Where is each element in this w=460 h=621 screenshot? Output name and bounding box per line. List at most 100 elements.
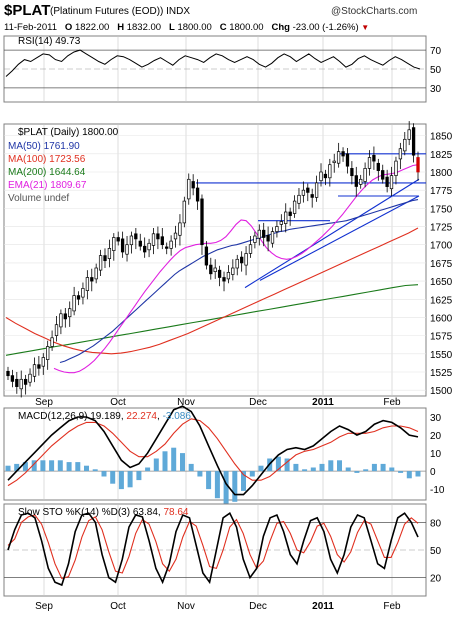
bottom-x-axis-label: Dec [249,601,267,612]
stoch-legend: Slow STO %K(14) %D(3) 63.84, 78.64 [18,507,189,518]
macd-histogram-bar [180,453,185,472]
candle-body [165,246,169,249]
candle-body [90,277,94,282]
candle-body [19,378,23,390]
legend-ema21: EMA(21) 1809.67 [8,180,86,191]
macd-histogram-bar [415,471,421,477]
candle-body [28,373,32,383]
candle-body [217,269,222,278]
macd-histogram-bar [249,471,255,477]
macd-hist-value: -3.086 [162,411,191,422]
candle-body [226,272,231,280]
macd-histogram-bar [92,469,98,472]
macd-histogram-bar [232,471,238,502]
candle-body [398,148,403,160]
candle-body [266,234,270,242]
price-x-axis-label: Feb [383,397,401,408]
candle-body [345,153,350,167]
candle-body [204,246,209,266]
candle-body [411,127,416,156]
macd-histogram-bar [136,471,142,481]
candle-body [284,211,288,224]
price-tick-label: 1575 [430,332,453,343]
candle-body [270,231,275,244]
candle-body [85,277,90,291]
candle-body [147,242,151,251]
macd-histogram-bar [31,460,37,472]
candle-body [32,364,37,377]
macd-histogram-bar [127,471,133,488]
candle-body [191,181,195,189]
macd-histogram-bar [310,467,316,472]
macd-tick-label: 0 [430,467,436,478]
macd-histogram-bar [214,471,220,499]
price-x-axis-label: 2011 [312,397,334,408]
candle-body [72,295,76,312]
macd-histogram-bar [319,463,325,472]
macd-histogram-bar [101,471,107,477]
price-tick-label: 1550 [430,350,453,361]
stoch-tick-label: 50 [430,546,442,557]
price-tick-label: 1650 [430,277,453,288]
candle-body [173,232,178,240]
stoch-legend-name: Slow STO %K(14) %D(3) [18,507,131,518]
chart-description: (Platinum Futures (EOD)) INDX [50,6,190,17]
candle-body [151,233,156,246]
candle-body [235,258,239,269]
stoch-d-value: 78.64 [163,507,189,518]
macd-histogram-bar [363,469,369,472]
candle-body [59,313,63,328]
candle-body [292,200,297,214]
candle-body [222,277,226,282]
price-tick-label: 1750 [430,204,453,215]
candle-body [134,233,138,240]
macd-histogram-bar [75,462,81,472]
macd-histogram-bar [293,463,299,472]
macd-histogram-bar [14,463,20,472]
price-tick-label: 1500 [430,386,453,397]
macd-histogram-bar [406,471,412,479]
stoch-k-value: 63.84 [132,507,158,518]
candle-body [359,178,363,185]
stoch-tick-label: 80 [430,518,442,529]
legend-ma50: MA(50) 1761.90 [8,141,80,152]
candle-body [160,236,164,246]
candle-body [244,253,248,266]
macd-tick-label: -10 [430,485,445,496]
macd-legend-name: MACD(12,26,9) [18,411,88,422]
legend-volume: Volume undef [8,193,70,204]
ma100-line [5,227,419,355]
candle-body [381,170,385,180]
candle-body [68,308,72,318]
price-tick-label: 1850 [430,132,453,143]
candle-body [41,357,45,367]
candle-body [301,189,306,196]
exchange-label: INDX [166,6,191,17]
bottom-x-axis-label: Feb [383,601,401,612]
macd-histogram-bar [345,467,351,472]
price-tick-label: 1525 [430,368,453,379]
bottom-x-axis-label: Sep [35,601,53,612]
candle-body [376,162,380,171]
legend-ma200-value: 1644.64 [49,167,86,178]
chart-symbol: $PLAT [4,2,51,19]
candle-body [178,222,182,236]
macd-histogram-bar [171,447,177,472]
candle-body [116,237,120,242]
candle-body [156,233,160,240]
ema21-line [53,164,419,374]
macd-histogram-bar [110,471,116,484]
candle-body [332,160,336,163]
candle-body [306,187,310,193]
ma200-line [5,284,419,356]
macd-value: 19.189 [90,411,121,422]
macd-histogram-bar [302,469,308,472]
legend-ma100-value: 1723.56 [49,154,86,165]
macd-histogram-bar [354,471,360,473]
low-value: 1800.00 [177,22,212,33]
price-x-axis-label: Oct [110,397,126,408]
trend-line [259,195,420,281]
macd-histogram-bar [49,460,55,472]
high-value: 1832.00 [126,22,162,33]
